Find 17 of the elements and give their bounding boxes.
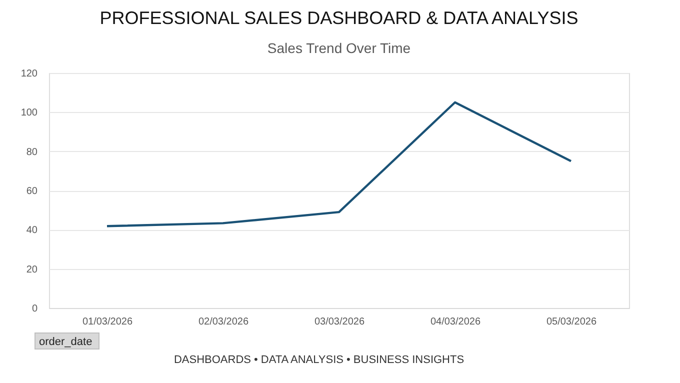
chart-subtitle: Sales Trend Over Time	[267, 40, 411, 56]
text: order_date	[39, 336, 92, 348]
y-tick-label: 0	[32, 304, 38, 314]
y-tick-label: 60	[26, 186, 38, 197]
chart-title: PROFESSIONAL SALES DASHBOARD & DATA ANALYSIS	[100, 8, 578, 28]
x-tick-label: 03/03/2026	[314, 316, 365, 328]
x-tick-label: 02/03/2026	[198, 316, 249, 328]
y-tick-label: 80	[26, 146, 38, 158]
y-tick-label: 20	[26, 264, 38, 276]
y-tick-label: 100	[20, 108, 38, 119]
line-series	[106, 101, 572, 228]
text: DASHBOARDS • DATA ANALYSIS • BUSINESS INSIGHTS	[174, 354, 464, 366]
x-tick-label: 04/03/2026	[430, 316, 481, 328]
x-tick-label: 01/03/2026	[82, 316, 133, 328]
y-tick-label: 120	[20, 68, 38, 80]
y-tick-label: 40	[26, 225, 38, 236]
x-tick-label: 05/03/2026	[546, 316, 597, 328]
